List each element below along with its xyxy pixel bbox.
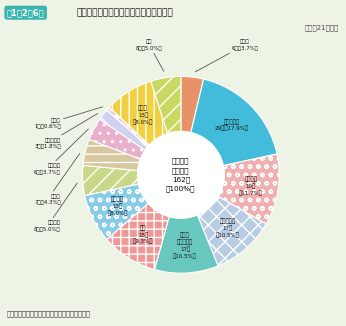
Text: 高温表面熱
17件
（10.5%）: 高温表面熱 17件 （10.5%） — [216, 218, 239, 238]
Text: 電気火花
13件
（8.0%）: 電気火花 13件 （8.0%） — [107, 197, 128, 216]
Text: （備考）「危険物に係る事故報告」により作成: （備考）「危険物に係る事故報告」により作成 — [7, 310, 91, 317]
Wedge shape — [191, 79, 277, 166]
Text: 調査中
6件（3.7%）: 調査中 6件（3.7%） — [195, 39, 258, 72]
Wedge shape — [82, 165, 138, 196]
Wedge shape — [107, 203, 169, 270]
Wedge shape — [218, 154, 279, 224]
Text: （平成21年中）: （平成21年中） — [305, 24, 339, 31]
Wedge shape — [197, 197, 266, 266]
Wedge shape — [100, 110, 148, 150]
Text: 衝撃火花
6件（3.7%）: 衝撃火花 6件（3.7%） — [34, 129, 88, 174]
Text: 自然発熱
8件（5.0%）: 自然発熱 8件（5.0%） — [34, 183, 77, 231]
Wedge shape — [85, 184, 148, 240]
Wedge shape — [181, 76, 203, 133]
Text: 放射熱
1件（0.6%）: 放射熱 1件（0.6%） — [34, 107, 102, 129]
Text: 溶接・
溶断等火花
17件
（10.5%）: 溶接・ 溶断等火花 17件 （10.5%） — [173, 232, 197, 259]
Text: 摩擦熱
7件（4.3%）: 摩擦熱 7件（4.3%） — [34, 154, 80, 205]
Text: その他
13件
（8.0%）: その他 13件 （8.0%） — [133, 105, 153, 125]
Text: 過熱着火
19件
（11.7%）: 過熱着火 19件 （11.7%） — [239, 176, 263, 196]
Text: 静電気火花
29件（17.9%）: 静電気火花 29件（17.9%） — [215, 119, 248, 131]
Wedge shape — [89, 119, 145, 159]
Wedge shape — [107, 107, 149, 146]
Text: 火災事故
発生総数
162件
（100%）: 火災事故 発生総数 162件 （100%） — [166, 158, 195, 192]
Wedge shape — [83, 140, 140, 170]
Circle shape — [138, 131, 224, 218]
Text: 化学反応熱
3件（1.8%）: 化学反応熱 3件（1.8%） — [34, 113, 98, 149]
Wedge shape — [109, 81, 168, 145]
Wedge shape — [155, 215, 218, 273]
Wedge shape — [151, 76, 181, 134]
Text: 第1－2－6図: 第1－2－6図 — [7, 8, 45, 17]
Text: 裸火
15件
（9.3%）: 裸火 15件 （9.3%） — [133, 225, 153, 244]
Text: 危険物施設における火災事故の着火原因: 危険物施設における火災事故の着火原因 — [76, 8, 173, 17]
Text: 不明
8件（5.0%）: 不明 8件（5.0%） — [136, 39, 164, 71]
